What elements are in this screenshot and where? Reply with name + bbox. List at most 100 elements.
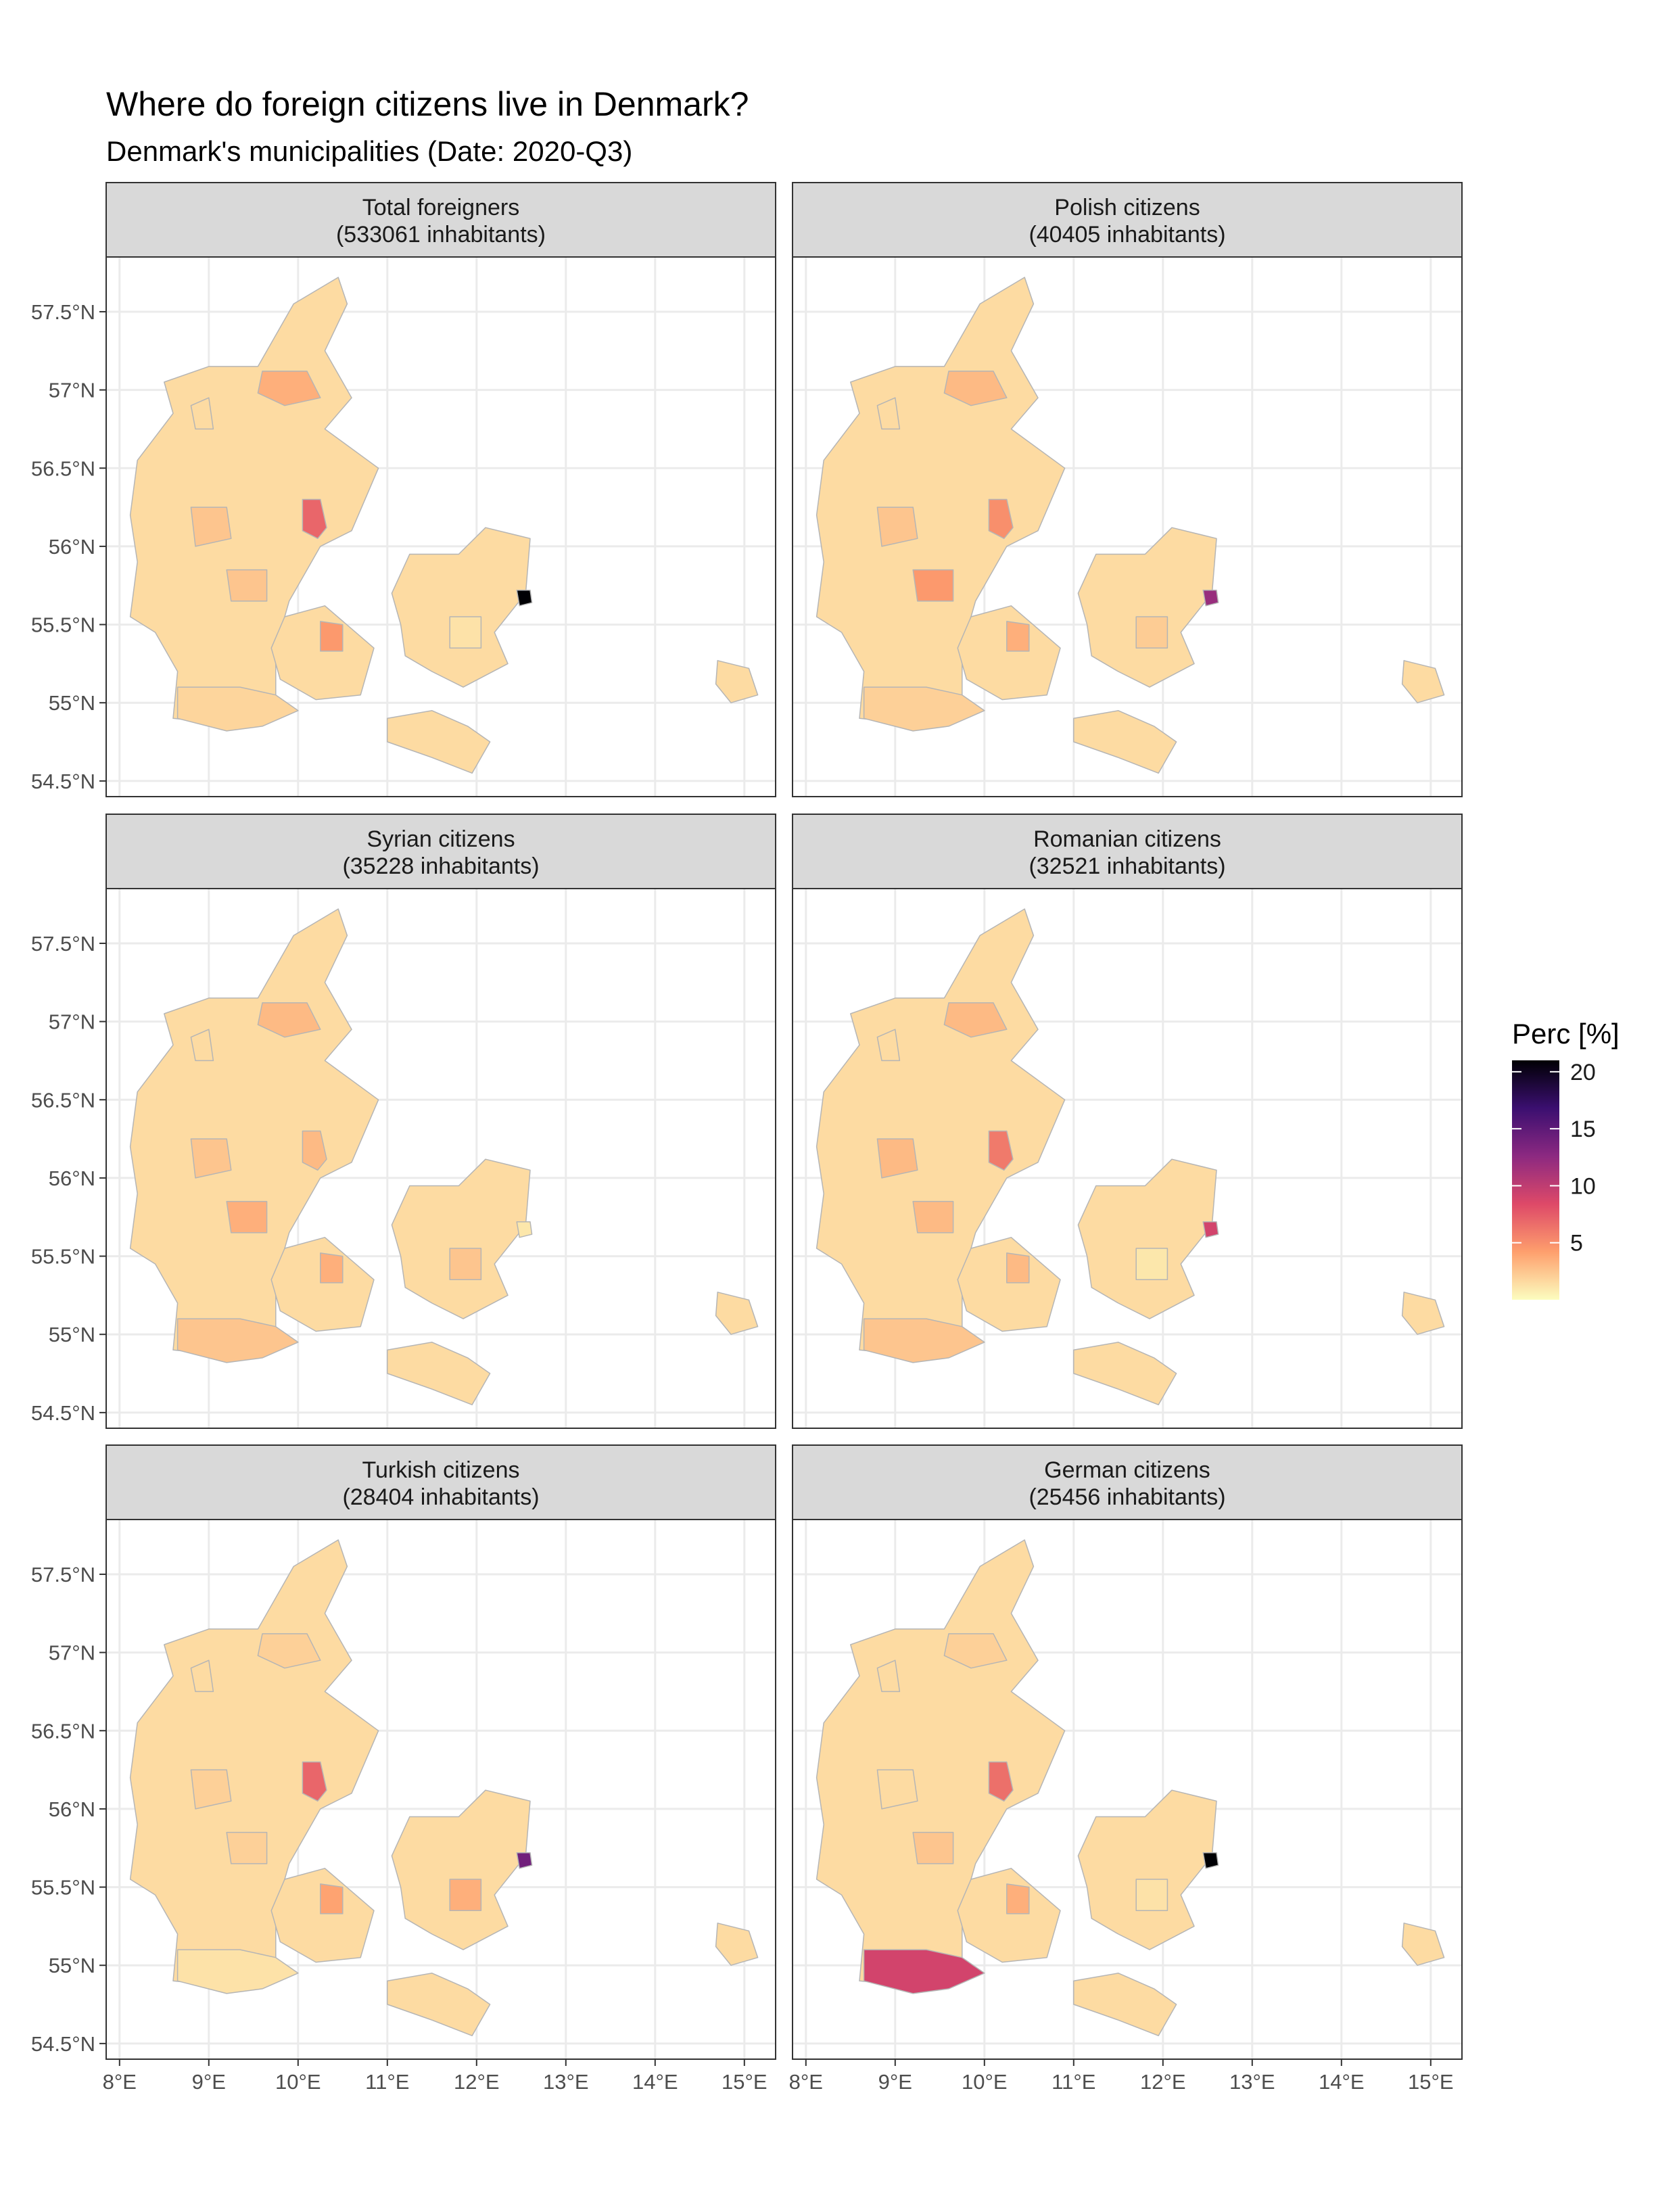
legend-tick-label: 5	[1570, 1231, 1583, 1256]
municipality-ringsted	[1135, 616, 1168, 649]
facet-panel: Total foreigners(533061 inhabitants) 57.5…	[31, 182, 776, 797]
y-axis-tick-label: 56°N	[49, 1167, 95, 1190]
x-axis-tick-label: 14°E	[632, 2070, 678, 2094]
y-axis-tick-label: 55°N	[49, 1954, 95, 1977]
municipality-south-jutland	[863, 1318, 985, 1363]
municipality-herning	[190, 1769, 232, 1810]
region-funen	[270, 605, 375, 701]
region-zealand	[1077, 527, 1217, 688]
region-mors	[876, 397, 901, 430]
municipality-copenhagen	[516, 589, 533, 607]
municipality-odense	[1006, 1883, 1030, 1914]
facet-panel: Syrian citizens(35228 inhabitants) 57.5°N…	[31, 814, 776, 1429]
y-axis-tick-label: 56.5°N	[31, 1088, 95, 1112]
municipality-copenhagen	[1202, 589, 1219, 607]
municipality-south-jutland	[863, 686, 985, 732]
facet-strip	[792, 182, 1463, 258]
municipality-herning	[876, 1138, 918, 1179]
legend-tick-label: 20	[1570, 1060, 1596, 1085]
y-axis-tick-label: 56°N	[49, 1797, 95, 1821]
municipality-herning	[190, 1138, 232, 1179]
x-axis-tick-label: 14°E	[1319, 2070, 1365, 2094]
municipality-copenhagen	[516, 1852, 533, 1869]
region-lolland-falster	[1073, 710, 1177, 774]
facet-strip	[105, 182, 776, 258]
region-lolland-falster	[387, 1973, 491, 2037]
municipality-south-jutland	[176, 1949, 299, 1994]
legend-tick-label: 15	[1570, 1116, 1596, 1142]
x-axis-tick-label: 8°E	[103, 2070, 137, 2094]
municipality-aalborg	[257, 1633, 321, 1669]
region-bornholm	[1401, 1923, 1445, 1966]
region-lolland-falster	[387, 710, 491, 774]
y-axis-tick-label: 56°N	[49, 535, 95, 559]
facet-panel: German citizens(25456 inhabitants) 8°E 9°E…	[789, 1444, 1463, 2094]
panel-border	[792, 888, 1463, 1429]
region-bornholm	[715, 660, 759, 703]
region-zealand	[1077, 1158, 1217, 1319]
municipality-herning	[876, 1769, 918, 1810]
facet-strip-count: (35228 inhabitants)	[342, 853, 539, 879]
municipality-odense	[1006, 1252, 1030, 1284]
municipality-vejle	[226, 1200, 268, 1233]
x-axis-tick-label: 15°E	[722, 2070, 767, 2094]
region-zealand	[391, 1789, 531, 1950]
municipality-south-jutland	[176, 1318, 299, 1363]
x-axis-tick-label: 8°E	[789, 2070, 823, 2094]
municipality-aalborg	[943, 371, 1008, 406]
region-funen	[957, 1237, 1061, 1332]
figure-subtitle: Denmark's municipalities (Date: 2020-Q3)	[106, 135, 633, 167]
municipality-aalborg	[943, 1002, 1008, 1038]
region-lolland-falster	[1073, 1973, 1177, 2037]
y-axis-tick-label: 55°N	[49, 1323, 95, 1346]
x-axis-tick-label: 9°E	[878, 2070, 912, 2094]
x-axis-tick-label: 13°E	[543, 2070, 589, 2094]
municipality-aarhus	[302, 498, 327, 540]
region-funen	[270, 1868, 375, 1963]
facet-strip	[792, 1444, 1463, 1520]
region-mors	[190, 1029, 214, 1062]
panel-border	[105, 256, 776, 797]
municipality-aarhus	[302, 1130, 327, 1171]
legend-colorbar	[1512, 1060, 1559, 1300]
region-funen	[957, 1868, 1061, 1963]
facet-panels: Total foreigners(533061 inhabitants) 57.5…	[31, 182, 1463, 2094]
region-bornholm	[715, 1923, 759, 1966]
x-axis-tick-label: 11°E	[1052, 2070, 1095, 2094]
municipality-aalborg	[257, 371, 321, 406]
facet-panel: Polish citizens(40405 inhabitants)	[792, 182, 1463, 797]
y-axis-tick-label: 56.5°N	[31, 456, 95, 480]
facet-strip-title: Syrian citizens	[367, 826, 515, 852]
y-axis-tick-label: 54.5°N	[31, 770, 95, 793]
municipality-odense	[320, 621, 344, 652]
municipality-herning	[876, 507, 918, 547]
municipality-aarhus	[302, 1761, 327, 1802]
municipality-ringsted	[449, 616, 482, 649]
facet-strip-title: Turkish citizens	[362, 1457, 519, 1483]
y-axis-tick-label: 57.5°N	[31, 300, 95, 324]
x-axis-tick-label: 9°E	[192, 2070, 226, 2094]
x-axis-tick-label: 15°E	[1408, 2070, 1454, 2094]
facet-panel: Romanian citizens(32521 inhabitants)	[792, 814, 1463, 1429]
municipality-aalborg	[943, 1633, 1008, 1669]
y-axis-tick-label: 55°N	[49, 691, 95, 715]
region-zealand	[391, 527, 531, 688]
region-mors	[876, 1029, 901, 1062]
municipality-south-jutland	[863, 1949, 985, 1994]
facet-strip-count: (40405 inhabitants)	[1029, 222, 1225, 248]
region-lolland-falster	[1073, 1342, 1177, 1406]
y-axis-tick-label: 54.5°N	[31, 2032, 95, 2056]
panel-border	[105, 888, 776, 1429]
facet-strip-title: German citizens	[1044, 1457, 1210, 1483]
x-axis-tick-label: 11°E	[365, 2070, 409, 2094]
municipality-odense	[1006, 621, 1030, 652]
municipality-ringsted	[1135, 1879, 1168, 1912]
municipality-vejle	[912, 1831, 954, 1864]
region-bornholm	[715, 1292, 759, 1335]
municipality-south-jutland	[176, 686, 299, 732]
panel-border	[105, 1519, 776, 2060]
municipality-odense	[320, 1252, 344, 1284]
municipality-aalborg	[257, 1002, 321, 1038]
x-axis-tick-label: 10°E	[275, 2070, 321, 2094]
